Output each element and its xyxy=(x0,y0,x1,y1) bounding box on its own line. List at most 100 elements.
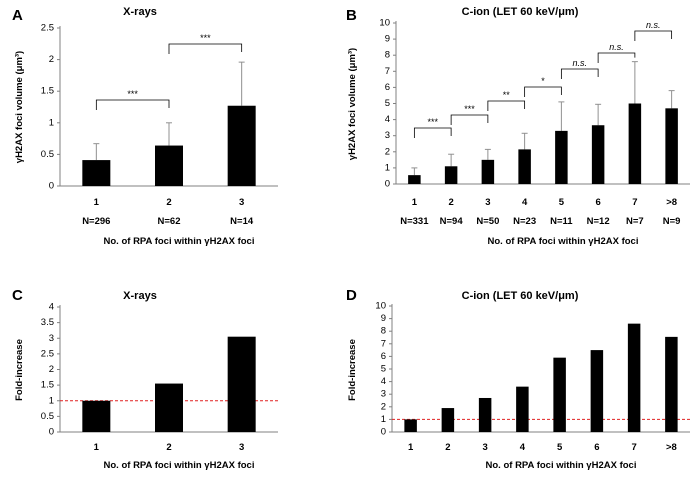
bar xyxy=(82,400,111,432)
y-tick-label: 1 xyxy=(49,117,54,128)
bar xyxy=(591,125,605,184)
chart-panel-C: C X-rays 0 0.5 1 1.5 2 2.5 3 3.5 4 1 2 3 No. of RPA fo… xyxy=(12,287,278,471)
x-tick-label: 6 xyxy=(594,442,599,453)
y-tick-label: 3 xyxy=(385,130,390,141)
bar xyxy=(404,419,417,432)
bar xyxy=(82,160,111,186)
y-tick-label: 8 xyxy=(381,326,386,337)
x-axis-label: No. of RPA foci within γH2AX foci xyxy=(104,460,255,471)
x-tick-label: 1 xyxy=(408,442,414,453)
significance-bracket xyxy=(168,43,243,54)
significance-label: *** xyxy=(464,104,475,114)
y-tick-label: 4 xyxy=(385,114,390,125)
significance-bracket xyxy=(634,30,673,41)
y-tick-label: 2 xyxy=(49,54,54,65)
significance-bracket xyxy=(95,99,170,110)
x-tick-label: 2 xyxy=(166,442,171,453)
bar xyxy=(627,323,641,432)
bar xyxy=(444,166,458,184)
y-axis-label: Fold-increase xyxy=(14,339,25,401)
x-axis-label: No. of RPA foci within γH2AX foci xyxy=(486,460,637,471)
sample-size-label: N=296 xyxy=(82,216,110,227)
y-tick-label: 9 xyxy=(385,34,390,45)
significance-bracket xyxy=(524,86,562,97)
panel-letter: D xyxy=(346,287,357,304)
bar xyxy=(518,149,531,184)
y-tick-label: 3 xyxy=(381,389,386,400)
bar xyxy=(628,103,642,184)
y-tick-label: 3.5 xyxy=(41,317,54,328)
y-tick-label: 4 xyxy=(49,302,54,313)
y-tick-label: 0 xyxy=(49,181,54,192)
panel-letter: B xyxy=(346,7,357,24)
x-axis-label: No. of RPA foci within γH2AX foci xyxy=(488,236,639,247)
x-tick-label: 3 xyxy=(239,197,244,208)
x-tick-label: 4 xyxy=(522,197,528,208)
x-tick-label: 1 xyxy=(94,442,100,453)
sample-size-label: N=11 xyxy=(550,216,573,227)
x-tick-label: 4 xyxy=(520,442,526,453)
y-tick-label: 2.5 xyxy=(41,348,54,359)
x-tick-label: 6 xyxy=(595,197,600,208)
bar xyxy=(481,159,495,184)
x-tick-label: 1 xyxy=(94,197,100,208)
y-tick-label: 2 xyxy=(381,401,386,412)
y-tick-label: 5 xyxy=(385,98,390,109)
significance-label: *** xyxy=(127,89,138,99)
y-axis-label: γH2AX foci volume (μm³) xyxy=(347,48,358,160)
significance-bracket xyxy=(560,68,599,79)
significance-bracket xyxy=(413,127,452,138)
significance-label: n.s. xyxy=(646,20,661,30)
chart-panel-A: A X-rays 0 0.5 1 1.5 2 2.5 1 N=296 2 N=62 3 N=14 No. o… xyxy=(12,6,278,247)
y-tick-label: 1 xyxy=(381,414,386,425)
y-tick-label: 7 xyxy=(381,338,386,349)
bar xyxy=(227,105,256,186)
y-tick-label: 0.5 xyxy=(41,411,54,422)
bar xyxy=(155,383,183,432)
bar xyxy=(516,386,529,432)
chart-title: X-rays xyxy=(123,290,157,302)
y-tick-label: 10 xyxy=(379,18,390,29)
y-tick-label: 1.5 xyxy=(41,86,54,97)
y-tick-label: 2.5 xyxy=(41,23,54,34)
chart-panel-B: B C-ion (LET 60 keV/μm) 0 1 2 3 4 5 6 7 8 9 10 1 N=331… xyxy=(346,6,690,247)
sample-size-label: N=62 xyxy=(158,216,181,227)
significance-bracket xyxy=(487,100,526,111)
bar xyxy=(408,175,421,184)
bar xyxy=(227,336,256,432)
sample-size-label: N=9 xyxy=(663,216,681,227)
significance-label: * xyxy=(541,76,545,86)
x-tick-label: 1 xyxy=(412,197,418,208)
y-tick-label: 2 xyxy=(49,364,54,375)
x-tick-label: 2 xyxy=(166,197,171,208)
y-tick-label: 0 xyxy=(381,427,386,438)
x-tick-label: >8 xyxy=(666,197,677,208)
x-tick-label: 2 xyxy=(448,197,453,208)
y-tick-label: 1 xyxy=(385,162,390,173)
y-tick-label: 7 xyxy=(385,66,390,77)
bar xyxy=(478,397,492,432)
bar xyxy=(553,357,566,432)
y-tick-label: 6 xyxy=(385,82,390,93)
y-tick-label: 1 xyxy=(49,395,54,406)
bar xyxy=(441,408,455,432)
y-tick-label: 6 xyxy=(381,351,386,362)
significance-bracket xyxy=(450,114,489,125)
significance-label: n.s. xyxy=(572,58,587,68)
significance-label: n.s. xyxy=(609,42,624,52)
bar xyxy=(555,130,568,184)
significance-label: *** xyxy=(427,117,438,127)
significance-label: *** xyxy=(200,33,211,43)
x-tick-label: 7 xyxy=(632,197,637,208)
sample-size-label: N=14 xyxy=(230,216,254,227)
y-tick-label: 4 xyxy=(381,376,386,387)
x-tick-label: 7 xyxy=(631,442,636,453)
y-tick-label: 9 xyxy=(381,313,386,324)
x-tick-label: 3 xyxy=(485,197,490,208)
sample-size-label: N=12 xyxy=(587,216,610,227)
chart-title: C-ion (LET 60 keV/μm) xyxy=(462,290,579,302)
sample-size-label: N=94 xyxy=(440,216,464,227)
